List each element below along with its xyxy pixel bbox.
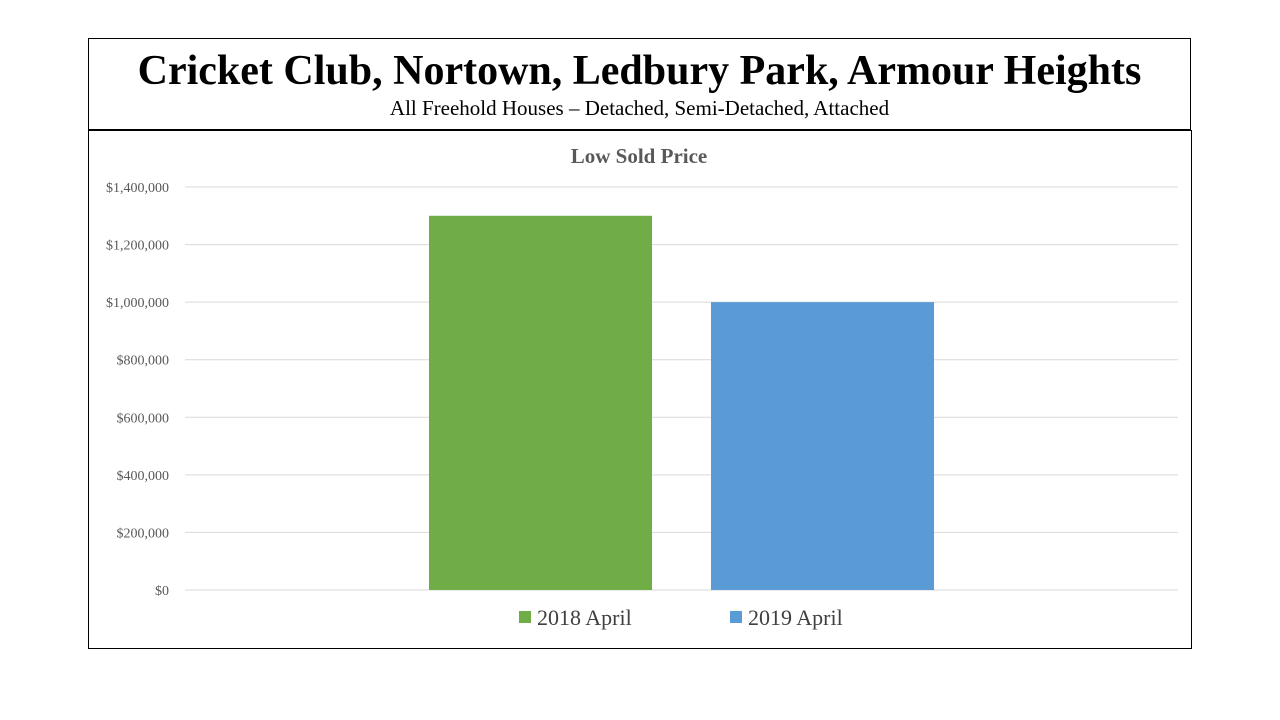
page-title: Cricket Club, Nortown, Ledbury Park, Arm… — [137, 48, 1142, 94]
bar-2019-april — [711, 302, 934, 590]
y-axis-tick-labels: $0 $200,000 $400,000 $600,000 $800,000 $1,000… — [106, 181, 169, 599]
y-tick-label: $1,200,000 — [106, 239, 169, 254]
legend-label: 2018 April — [537, 605, 632, 630]
legend-swatch — [519, 611, 531, 623]
y-tick-label: $0 — [155, 584, 169, 599]
y-tick-label: $400,000 — [117, 469, 170, 484]
legend-label: 2019 April — [748, 605, 843, 630]
y-tick-label: $1,400,000 — [106, 181, 169, 196]
y-tick-label: $1,000,000 — [106, 296, 169, 311]
header-box: Cricket Club, Nortown, Ledbury Park, Arm… — [88, 38, 1191, 130]
y-tick-label: $800,000 — [117, 354, 170, 369]
gridlines — [185, 186, 1178, 591]
chart-title: Low Sold Price — [571, 144, 708, 168]
legend-swatch — [730, 611, 742, 623]
y-tick-label: $200,000 — [117, 526, 170, 541]
bars — [429, 215, 934, 591]
legend: 2018 April 2019 April — [519, 605, 843, 630]
bar-2018-april — [429, 215, 652, 591]
y-tick-label: $600,000 — [117, 411, 170, 426]
page-subtitle: All Freehold Houses – Detached, Semi-Det… — [389, 96, 890, 120]
